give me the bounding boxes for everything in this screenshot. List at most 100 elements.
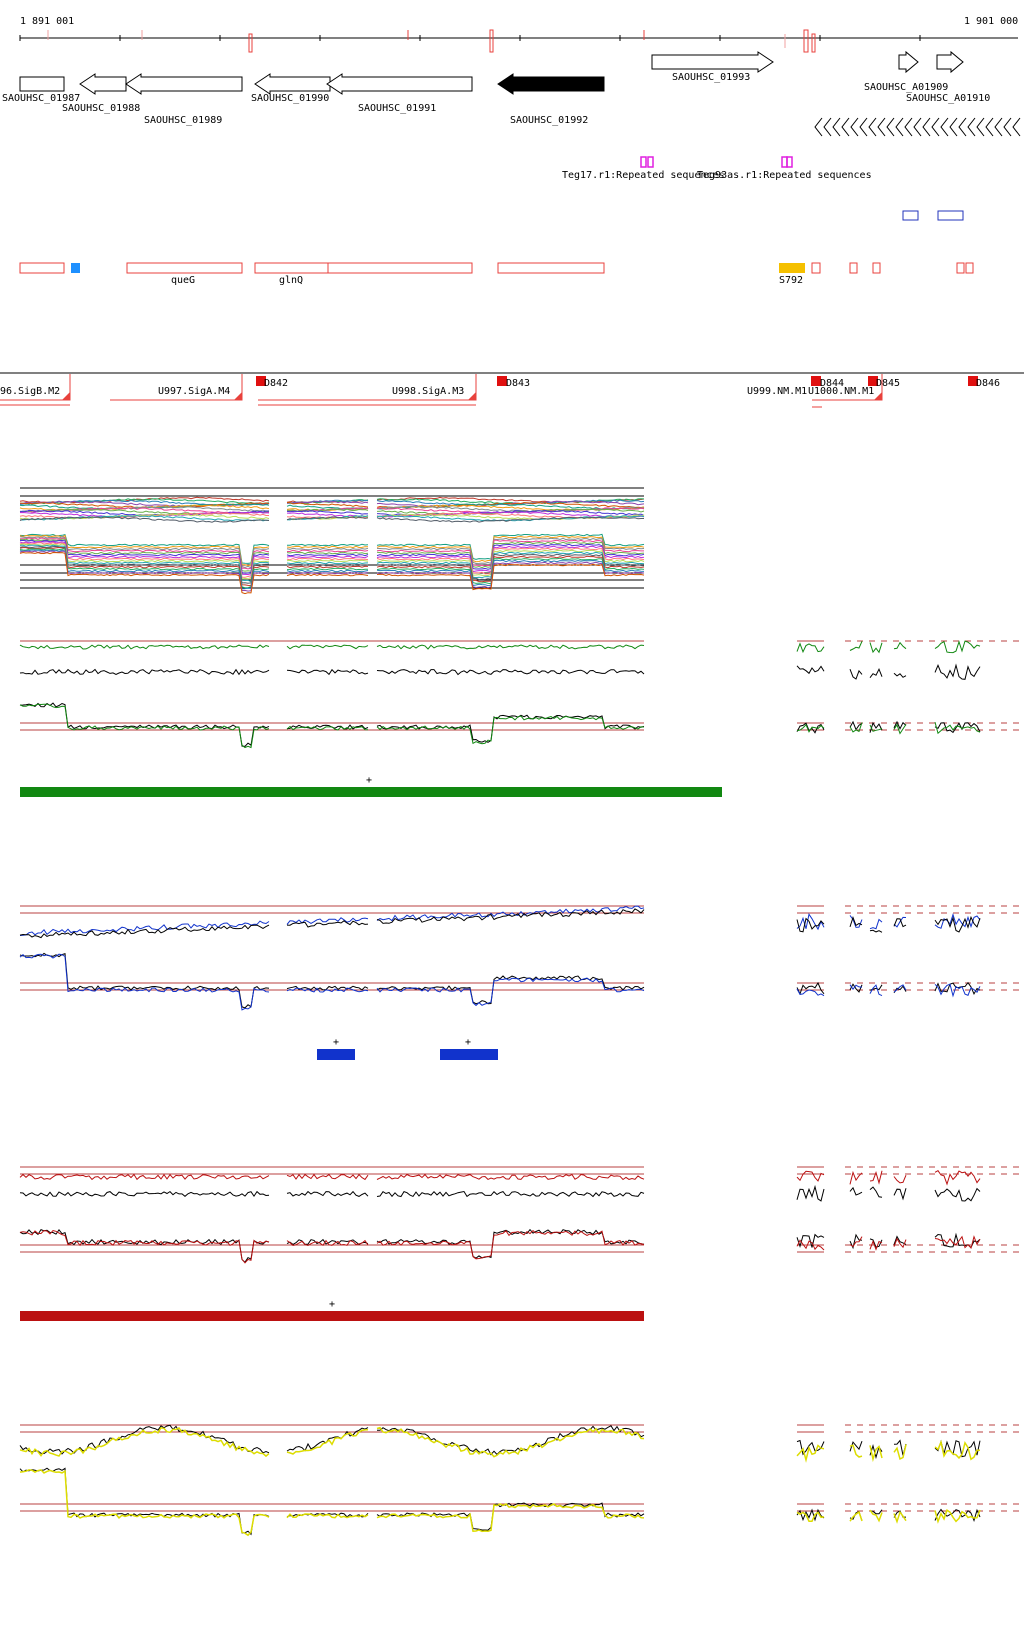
signal-line bbox=[286, 502, 369, 508]
signal-line bbox=[286, 920, 369, 928]
signal-line bbox=[376, 715, 645, 745]
gene-SAOUHSC_01992[interactable]: SAOUHSC_01992 bbox=[497, 73, 605, 126]
segment-marker: + bbox=[366, 775, 372, 786]
feature-glnQ[interactable] bbox=[254, 262, 329, 274]
signal-fragment bbox=[893, 916, 907, 928]
signal-line bbox=[286, 553, 369, 557]
chevron-mark bbox=[841, 117, 850, 137]
signal-line bbox=[19, 546, 270, 587]
chevron-mark bbox=[922, 117, 931, 137]
gene-SAOUHSC_01991[interactable]: SAOUHSC_01991 bbox=[326, 73, 473, 114]
repeat-Teg93as[interactable]: Teg93as.r1:Repeated sequences bbox=[697, 156, 872, 181]
signal-fragment bbox=[934, 1439, 981, 1461]
chevron-mark bbox=[850, 117, 859, 137]
signal-line bbox=[286, 1429, 369, 1455]
feature-S792[interactable] bbox=[779, 263, 805, 273]
gene-label: SAOUHSC_01988 bbox=[62, 103, 140, 114]
signal-line bbox=[19, 551, 270, 595]
chevron-mark bbox=[994, 117, 1003, 137]
signal-line bbox=[376, 537, 645, 565]
transcript-box-label: D842 bbox=[264, 378, 288, 389]
signal-fragment bbox=[796, 1239, 825, 1251]
blue-segment-bar[interactable] bbox=[317, 1049, 355, 1060]
repeat-label: Teg17.r1:Repeated sequences bbox=[562, 170, 725, 181]
signal-line bbox=[286, 559, 369, 563]
signal-line bbox=[19, 514, 270, 522]
green-segment-bar[interactable] bbox=[20, 787, 722, 797]
ruler-ticks bbox=[19, 35, 921, 41]
transcript-box[interactable] bbox=[256, 376, 266, 386]
chevron-mark bbox=[913, 117, 922, 137]
repeat-label: Teg93as.r1:Repeated sequences bbox=[697, 170, 872, 181]
transcript-track: 96.SigB.M2 U997.SigA.M4 U998.SigA.M3 U99… bbox=[0, 372, 1024, 408]
gene-label: SAOUHSC_01989 bbox=[144, 115, 222, 126]
signal-fragment bbox=[934, 721, 981, 735]
signal-line bbox=[19, 1426, 270, 1458]
signal-line bbox=[19, 1173, 270, 1181]
gene-SAOUHSC_01993[interactable]: SAOUHSC_01993 bbox=[651, 51, 774, 83]
chevron-mark bbox=[868, 117, 877, 137]
blue-feature[interactable] bbox=[937, 210, 964, 221]
signal-line bbox=[286, 561, 369, 565]
cyan-marker[interactable] bbox=[71, 263, 80, 273]
gene-SAOUHSC_01990[interactable]: SAOUHSC_01990 bbox=[251, 73, 331, 104]
signal-line bbox=[376, 908, 645, 924]
signal-line bbox=[376, 498, 645, 505]
feature-box[interactable] bbox=[872, 262, 881, 274]
signal-fragment bbox=[796, 1511, 825, 1522]
signal-fragment bbox=[796, 642, 825, 654]
transcript-box[interactable] bbox=[868, 376, 878, 386]
signal-line bbox=[19, 538, 270, 572]
signal-line bbox=[19, 920, 270, 936]
expression-panel-blue bbox=[19, 905, 1019, 1011]
feature-box[interactable] bbox=[956, 262, 965, 274]
signal-fragment bbox=[796, 917, 825, 933]
transcript-box-label: D843 bbox=[506, 378, 530, 389]
gene-label: SAOUHSC_01987 bbox=[2, 93, 80, 104]
signal-fragment bbox=[893, 918, 907, 928]
signal-fragment bbox=[869, 1239, 883, 1251]
feature-box[interactable] bbox=[965, 262, 974, 274]
signal-line bbox=[19, 952, 270, 1009]
gene-SAOUHSC_01987[interactable]: SAOUHSC_01987 bbox=[2, 76, 80, 104]
transcript-label: U999.NM.M1 bbox=[747, 386, 807, 397]
gene-SAOUHSC_A01910[interactable]: SAOUHSC_A01910 bbox=[906, 50, 990, 104]
signal-fragment bbox=[849, 669, 863, 680]
feature-box[interactable] bbox=[811, 262, 821, 274]
feature-box[interactable] bbox=[497, 262, 605, 274]
signal-fragment bbox=[934, 1509, 981, 1524]
signal-line bbox=[19, 533, 270, 564]
gene-SAOUHSC_A01909[interactable]: SAOUHSC_A01909 bbox=[864, 50, 948, 93]
signal-line bbox=[287, 549, 369, 553]
signal-line bbox=[19, 1190, 270, 1197]
feature-label: queG bbox=[171, 275, 195, 286]
blue-feature-track bbox=[902, 210, 964, 221]
chevron-mark bbox=[904, 117, 913, 137]
feature-box[interactable] bbox=[327, 262, 473, 274]
chevron-mark bbox=[976, 117, 985, 137]
repeat-Teg17[interactable]: Teg17.r1:Repeated sequences bbox=[562, 156, 725, 181]
signal-line bbox=[19, 1424, 270, 1455]
signal-line bbox=[19, 1467, 270, 1536]
signal-line bbox=[19, 703, 270, 749]
gene-label: SAOUHSC_01993 bbox=[672, 72, 750, 83]
transcript-box[interactable] bbox=[497, 376, 507, 386]
blue-feature[interactable] bbox=[902, 210, 919, 221]
red-segment-bar[interactable] bbox=[20, 1311, 644, 1321]
transcript-label: U998.SigA.M3 bbox=[392, 386, 464, 397]
signal-fragment bbox=[849, 1186, 863, 1196]
signal-line bbox=[286, 565, 369, 569]
signal-line bbox=[19, 548, 270, 589]
ruler-start-label: 1 891 001 bbox=[20, 16, 74, 27]
transcript-box[interactable] bbox=[968, 376, 978, 386]
feature-box[interactable] bbox=[849, 262, 858, 274]
signal-fragment bbox=[869, 984, 883, 997]
signal-line bbox=[376, 1228, 645, 1259]
feature-box[interactable] bbox=[19, 262, 65, 274]
blue-segment-bar[interactable] bbox=[440, 1049, 498, 1060]
transcript-box[interactable] bbox=[811, 376, 821, 386]
signal-fragment bbox=[869, 667, 883, 678]
signal-line bbox=[20, 537, 270, 570]
gene-SAOUHSC_01989[interactable]: SAOUHSC_01989 bbox=[125, 73, 243, 126]
feature-queG[interactable] bbox=[126, 262, 243, 274]
